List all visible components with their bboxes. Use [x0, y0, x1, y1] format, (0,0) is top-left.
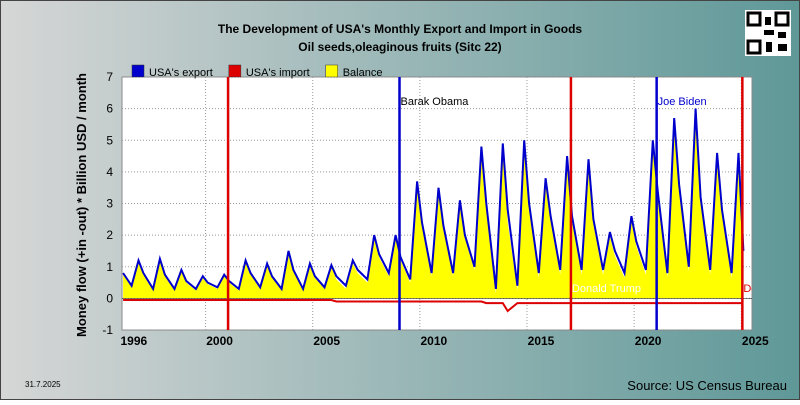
y-tick-label: 6 — [106, 102, 113, 116]
x-tick-label: 2000 — [206, 334, 233, 348]
import-line — [123, 299, 744, 313]
event-label: Donald Trump — [572, 283, 641, 295]
legend-swatch — [325, 64, 338, 78]
legend-label: Balance — [343, 67, 383, 79]
x-tick-label: 2015 — [528, 334, 555, 348]
y-tick-label: 0 — [106, 291, 113, 305]
x-tick-label: 2005 — [313, 334, 340, 348]
x-tick-label: 2025 — [742, 334, 769, 348]
legend-label: USA's export — [149, 67, 213, 79]
legend: USA's export USA's import Balance — [131, 64, 383, 79]
balance-area — [123, 113, 744, 299]
event-label: Barak Obama — [401, 96, 470, 108]
legend-label: USA's import — [246, 67, 310, 79]
source: Source: US Census Bureau — [627, 378, 787, 393]
legend-swatch — [228, 64, 242, 78]
date: 31.7.2025 — [25, 380, 61, 389]
event-label: Joe Biden — [658, 96, 707, 108]
x-tick-label: 2020 — [635, 334, 662, 348]
export-line — [122, 108, 745, 292]
y-tick-label: 7 — [106, 70, 113, 84]
y-tick-label: 1 — [106, 260, 113, 274]
event-label: Donald Trump — [743, 283, 800, 295]
x-tick-label: 1996 — [121, 334, 148, 348]
plot: Barak Obama Donald Trump Joe Biden Donald T… — [122, 77, 800, 330]
qr-code — [745, 10, 791, 56]
chart-title: The Development of USA's Monthly Export … — [218, 22, 583, 36]
legend-swatch — [131, 64, 145, 78]
chart-subtitle: Oil seeds,oleaginous fruits (Sitc 22) — [298, 40, 501, 54]
y-tick-label: -1 — [102, 323, 113, 337]
axes: -1 0 1 2 3 4 5 6 7 1996 2000 2005 2010 2015 2020 2025 — [102, 70, 769, 348]
y-tick-label: 4 — [106, 165, 113, 179]
x-tick-label: 2010 — [421, 334, 448, 348]
y-axis-label: Money flow (+in -out) * Billion USD / mo… — [74, 73, 89, 337]
y-tick-label: 3 — [106, 197, 113, 211]
y-tick-label: 2 — [106, 228, 113, 242]
y-tick-label: 5 — [106, 133, 113, 147]
